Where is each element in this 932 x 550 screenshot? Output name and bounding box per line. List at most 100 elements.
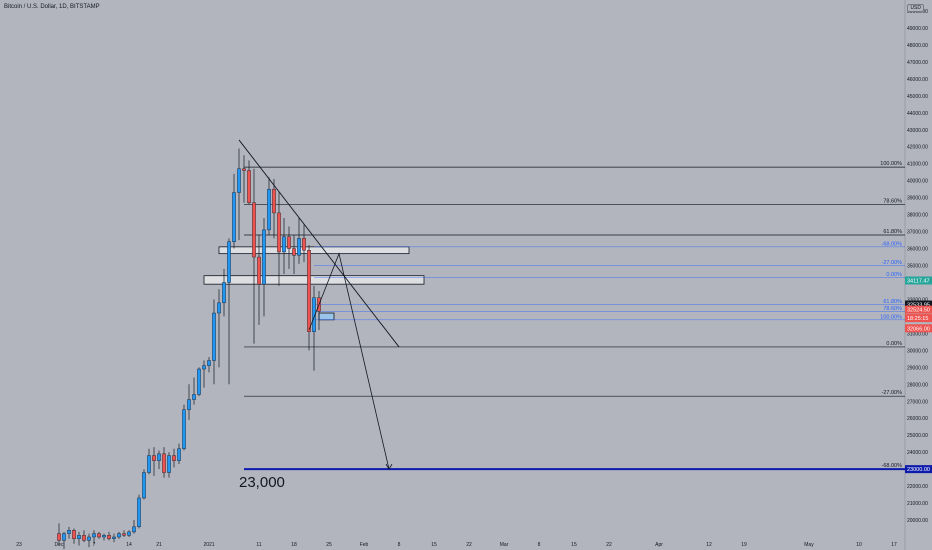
candle-body[interactable] [262,229,266,285]
candle-body[interactable] [282,236,286,253]
candle-body[interactable] [137,497,141,528]
currency-button[interactable]: USD [907,4,924,12]
candle-body[interactable] [212,312,216,361]
candle-body[interactable] [142,472,146,499]
y-tick-label: 41000.00 [907,162,928,168]
projection-arrow[interactable] [308,252,390,470]
x-tick-label: 17 [891,542,897,548]
y-tick-label: 29000.00 [907,365,928,371]
candle-body[interactable] [182,409,186,449]
candle-body[interactable] [127,531,131,536]
price-tag [905,300,932,309]
x-tick-label: Feb [360,542,369,548]
fib-level-label: 61.80% [883,229,902,235]
y-tick-label: 49000.00 [907,26,928,32]
y-tick-label: 45000.00 [907,94,928,100]
candle-body[interactable] [272,188,276,214]
y-tick-label: 40000.00 [907,179,928,185]
supply-zone-box[interactable] [218,246,410,255]
y-tick-label: 22000.00 [907,484,928,490]
candle-body[interactable] [167,455,171,473]
x-tick-label: 19 [741,542,747,548]
candle-body[interactable] [72,530,76,539]
candle-body[interactable] [257,256,261,285]
candle-body[interactable] [222,282,226,304]
candle-body[interactable] [277,212,281,253]
candle-body[interactable] [187,399,191,410]
price-tag [905,324,932,333]
x-tick-label: 7 [93,542,96,548]
y-tick-label: 39000.00 [907,196,928,202]
candle-body[interactable] [307,250,311,332]
candle-body[interactable] [87,536,91,541]
candle-body[interactable] [92,533,96,538]
x-tick-label: 2021 [203,542,214,548]
candle-body[interactable] [292,248,296,256]
y-tick-label: 30000.00 [907,348,928,354]
x-tick-label: 15 [431,542,437,548]
candle-body[interactable] [177,448,181,461]
candle-body[interactable] [297,238,301,256]
price-tag [905,465,932,474]
x-tick-label: 8 [398,542,401,548]
x-tick-label: 22 [606,542,612,548]
candle-body[interactable] [102,535,106,538]
candle-body[interactable] [62,533,66,541]
y-tick-label: 24000.00 [907,450,928,456]
fib-minor-label: 100.00% [880,314,902,320]
y-tick-label: 27000.00 [907,399,928,405]
candle-body[interactable] [147,455,151,473]
candle-body[interactable] [107,535,111,539]
candle-body[interactable] [192,394,196,400]
candle-body[interactable] [267,188,271,231]
y-tick-label: 35000.00 [907,264,928,270]
candle-body[interactable] [287,236,291,249]
candle-body[interactable] [227,241,231,283]
fib-level-label: -27.00% [882,390,903,396]
fib-level-label: 78.60% [883,198,902,204]
candle-body[interactable] [112,536,116,539]
candle-body[interactable] [122,533,126,536]
trendline[interactable] [238,139,400,348]
x-tick-label: 14 [126,542,132,548]
candle-body[interactable] [302,238,306,251]
target-annotation-label: 23,000 [239,474,285,491]
candle-body[interactable] [132,526,136,533]
y-tick-label: 37000.00 [907,230,928,236]
candle-body[interactable] [232,192,236,242]
candle-body[interactable] [207,360,211,366]
candle-body[interactable] [172,455,176,461]
candle-body[interactable] [252,202,256,258]
candle-body[interactable] [97,533,101,538]
candle-body[interactable] [152,455,156,461]
candle-body[interactable] [82,535,86,541]
candle-body[interactable] [217,302,221,314]
y-tick-label: 47000.00 [907,60,928,66]
y-tick-label: 28000.00 [907,382,928,388]
x-tick-label: Dec [55,542,64,548]
candle-body[interactable] [247,170,251,203]
candle-body[interactable] [57,533,61,541]
candle-body[interactable] [237,168,241,193]
candle-body[interactable] [157,453,161,461]
x-tick-label: Apr [655,542,663,548]
candle-body[interactable] [202,365,206,370]
candle-body[interactable] [312,297,316,332]
fib-minor-label: 0.00% [886,272,902,278]
y-tick-label: 43000.00 [907,128,928,134]
supply-zone-box[interactable] [203,275,425,285]
arrow-head [385,463,393,470]
price-tag-label: 32066.00 [907,326,930,332]
candle-body[interactable] [242,168,246,171]
candle-body[interactable] [162,453,166,473]
y-tick-label: 50000.00 [907,9,928,15]
candle-body[interactable] [67,530,71,534]
entry-zone-box[interactable] [318,312,335,321]
candle-body[interactable] [77,535,81,539]
y-tick-label: 46000.00 [907,77,928,83]
candle-body[interactable] [197,368,201,395]
candle-body[interactable] [117,533,121,538]
price-tag-label: 34117.47 [907,278,930,284]
